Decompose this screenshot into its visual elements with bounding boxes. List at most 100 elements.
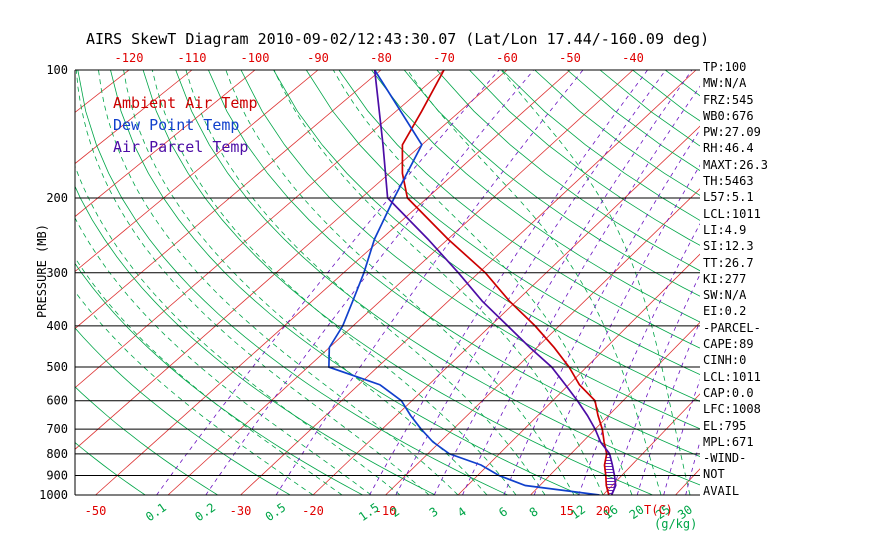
isotherm-line — [602, 393, 700, 495]
stats-line: EI:0.2 — [703, 304, 747, 319]
top-temp-tick-label: -70 — [433, 51, 455, 65]
dry-adiabat-line — [403, 70, 700, 297]
stats-line: LCL:1011 — [703, 206, 761, 221]
mixing-ratio-tick-label: 25 — [653, 502, 673, 522]
mixing-ratio-tick-label: 0.5 — [263, 500, 289, 524]
stats-line: SI:12.3 — [703, 239, 754, 254]
stats-line: MPL:671 — [703, 434, 754, 449]
mixing-ratio-line — [533, 164, 700, 495]
dry-adiabat-line — [338, 70, 700, 349]
mixing-ratio-tick-label: 0.2 — [192, 500, 218, 524]
isotherm-line — [312, 125, 700, 495]
moist-adiabat-line — [332, 70, 633, 495]
temp-unit-label: T(C) — [644, 503, 673, 517]
stats-line: EL:795 — [703, 418, 747, 433]
stats-line: LCL:1011 — [703, 369, 761, 384]
pressure-tick-label: 500 — [46, 360, 68, 374]
dry-adiabat-line — [75, 262, 363, 495]
dry-adiabat-line — [75, 327, 291, 495]
bottom-temp-tick-label: 20 — [596, 504, 610, 518]
curve-dew-point-temp — [328, 70, 600, 495]
dry-adiabat-line — [501, 70, 700, 221]
stats-line: -WIND- — [703, 451, 747, 466]
moist-adiabat-line — [500, 70, 691, 495]
mixing-ratio-line — [369, 70, 648, 495]
dry-adiabat-line — [75, 185, 436, 495]
stats-line: -PARCEL- — [703, 320, 761, 335]
bottom-temp-tick-label: 15 — [560, 504, 574, 518]
stats-line: TH:5463 — [703, 174, 754, 189]
legend-dew-point-temp: Dew Point Temp — [113, 116, 240, 134]
top-temp-tick-label: -100 — [241, 51, 270, 65]
stats-line: CAP:0.0 — [703, 385, 754, 400]
top-temp-tick-label: -40 — [622, 51, 644, 65]
stats-line: CAPE:89 — [703, 337, 754, 352]
stats-line: LFC:1008 — [703, 402, 761, 417]
isotherm-line — [167, 70, 634, 495]
curve-air-parcel-temp — [373, 70, 617, 495]
dry-adiabat-line — [110, 70, 581, 495]
pressure-tick-label: 300 — [46, 266, 68, 280]
moist-adiabat-line — [151, 70, 517, 495]
moist-adiabat-line — [123, 70, 488, 495]
top-temp-tick-label: -120 — [115, 51, 144, 65]
mixing-ratio-tick-label: 3 — [427, 504, 441, 520]
bottom-temp-tick-label: -10 — [375, 504, 397, 518]
dry-adiabat-line — [75, 442, 146, 495]
stats-line: TP:100 — [703, 60, 747, 74]
moist-adiabat-line — [407, 70, 662, 495]
dry-adiabat-line — [305, 70, 700, 376]
mixing-ratio-tick-label: 0.1 — [143, 500, 169, 524]
legend-air-parcel-temp: Air Parcel Temp — [113, 138, 249, 156]
dry-adiabat-line — [77, 70, 508, 495]
pressure-tick-label: 800 — [46, 447, 68, 461]
mixing-ratio-line — [578, 223, 700, 495]
mixing-ratio-line — [663, 378, 700, 495]
stats-line: SW:N/A — [703, 288, 747, 303]
chart-title: AIRS SkewT Diagram 2010-09-02/12:43:30.0… — [86, 30, 710, 48]
mixing-ratio-tick-label: 8 — [527, 504, 541, 520]
stats-line: WB0:676 — [703, 108, 754, 123]
stats-line: MAXT:26.3 — [703, 157, 769, 172]
isotherm-line — [457, 253, 700, 495]
top-temp-tick-label: -60 — [496, 51, 518, 65]
legend: Ambient Air Temp Dew Point Temp Air Parc… — [113, 92, 258, 158]
moist-adiabat-line — [273, 70, 604, 495]
stats-line: PW:27.09 — [703, 125, 761, 140]
isotherm-line — [75, 70, 445, 389]
bottom-temp-tick-label: -20 — [302, 504, 324, 518]
stats-line: MW:N/A — [703, 76, 747, 91]
stats-panel: TP:100 MW:N/A FRZ:545 WB0:676 PW:27.09 RH:46.… — [703, 59, 768, 499]
moist-adiabat-line — [185, 70, 546, 495]
isotherm-line — [75, 70, 256, 218]
stats-line: FRZ:545 — [703, 92, 754, 107]
mixing-ratio-tick-label: 20 — [627, 502, 647, 522]
dry-adiabat-line — [371, 70, 700, 323]
mixing-unit-label: (g/kg) — [654, 517, 698, 531]
mixing-ratio-line — [462, 85, 700, 495]
top-temp-tick-label: -90 — [307, 51, 329, 65]
stats-line: CINH:0 — [703, 353, 747, 368]
pressure-tick-label: 200 — [46, 191, 68, 205]
pressure-tick-label: 700 — [46, 422, 68, 436]
moist-adiabat-line — [75, 70, 430, 495]
dry-adiabat-line — [208, 70, 700, 458]
dry-adiabat-line — [273, 70, 700, 402]
dry-adiabat-line — [436, 70, 700, 272]
stats-line: AVAIL — [703, 483, 740, 498]
legend-ambient-air-temp: Ambient Air Temp — [113, 94, 258, 112]
top-temp-tick-label: -80 — [370, 51, 392, 65]
stats-line: L57:5.1 — [703, 190, 754, 205]
mixing-ratio-tick-label: 4 — [455, 504, 469, 520]
pressure-tick-label: 1000 — [39, 488, 68, 502]
mixing-ratio-line — [156, 70, 500, 495]
pressure-tick-label: 900 — [46, 469, 68, 483]
stats-line: KI:277 — [703, 271, 747, 286]
top-temp-tick-label: -50 — [559, 51, 581, 65]
dry-adiabat-line — [75, 386, 218, 495]
stats-line: NOT — [703, 467, 725, 482]
top-temp-tick-label: -110 — [178, 51, 207, 65]
stats-line: TT:26.7 — [703, 255, 754, 270]
mixing-ratio-tick-label: 12 — [568, 502, 588, 522]
